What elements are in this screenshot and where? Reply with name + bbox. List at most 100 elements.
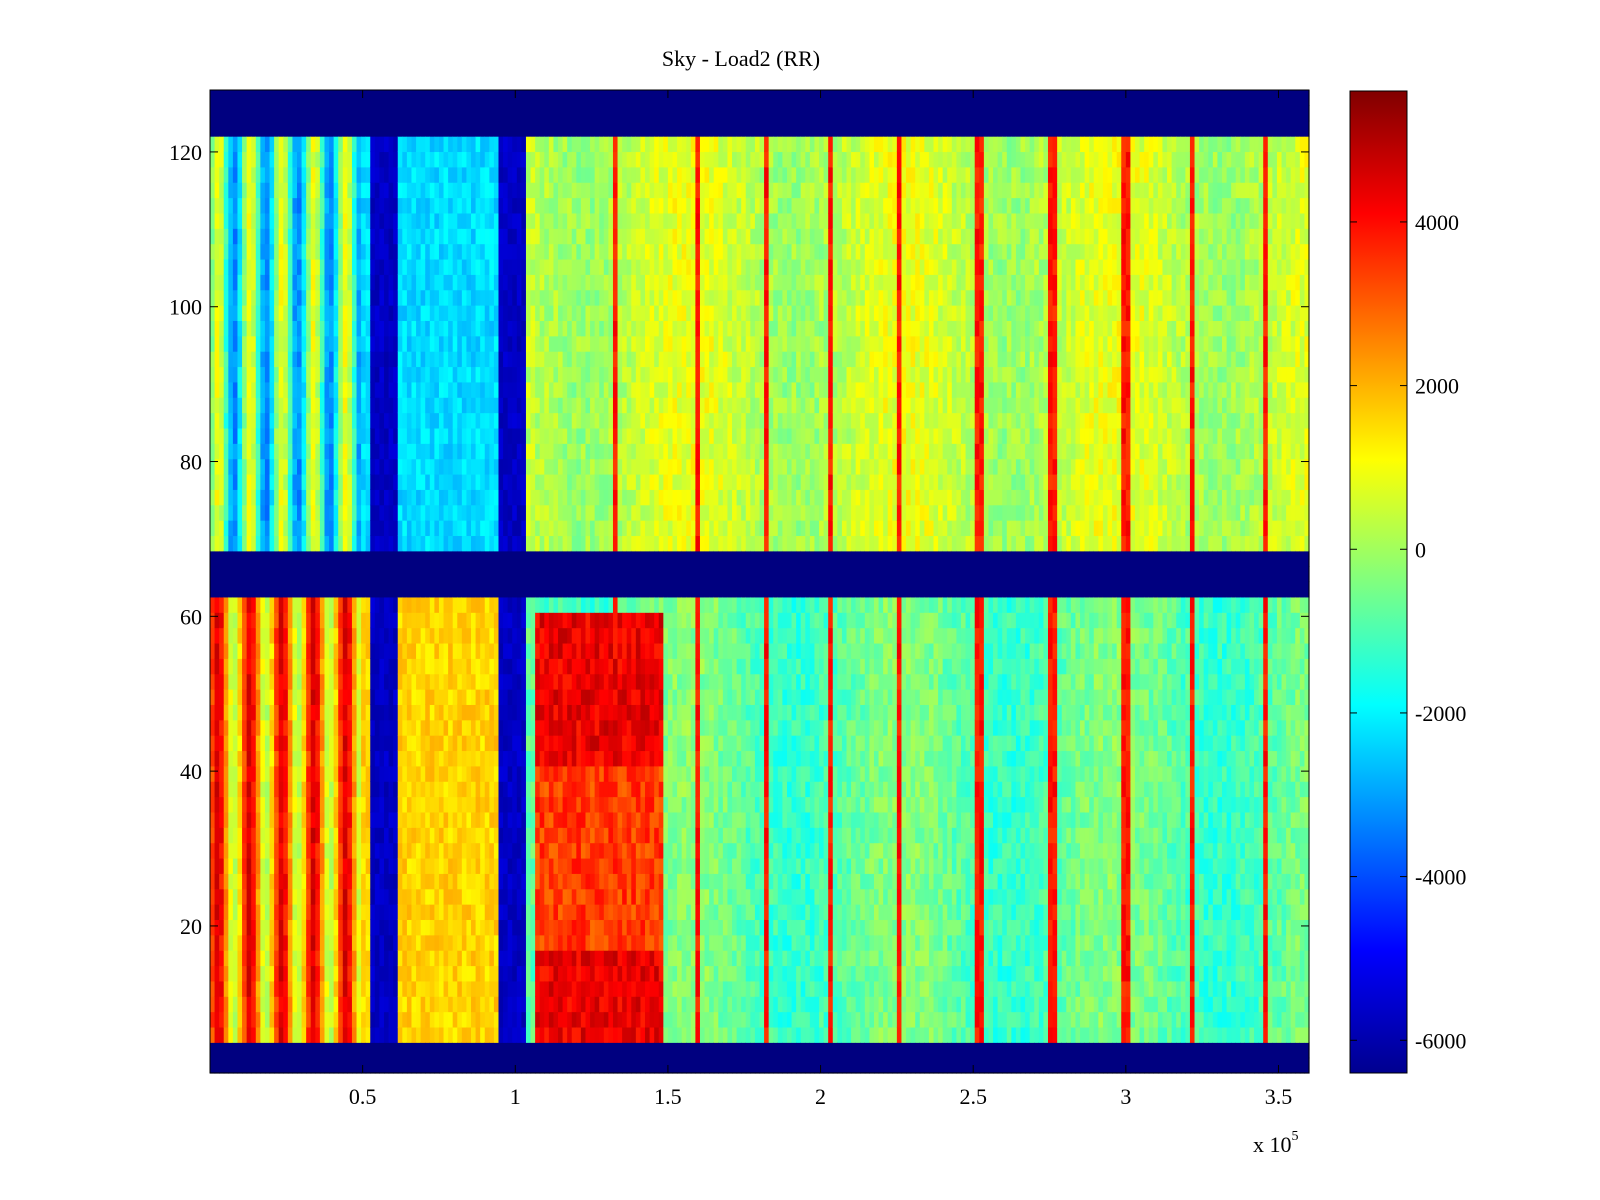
heatmap-cell xyxy=(448,919,454,936)
heatmap-cell xyxy=(525,504,532,521)
heatmap-cell xyxy=(278,1057,284,1074)
heatmap-cell xyxy=(493,550,500,567)
heatmap-cell xyxy=(443,888,449,905)
heatmap-cell xyxy=(406,904,413,921)
heatmap-cell xyxy=(420,166,426,183)
heatmap-cell xyxy=(237,366,243,383)
heatmap-cell xyxy=(562,581,568,598)
heatmap-cell xyxy=(512,335,518,352)
heatmap-cell xyxy=(535,351,541,368)
heatmap-cell xyxy=(374,412,381,429)
heatmap-cell xyxy=(452,412,458,429)
heatmap-cell xyxy=(498,1057,504,1074)
heatmap-cell xyxy=(232,289,239,306)
heatmap-cell xyxy=(388,781,394,798)
heatmap-cell xyxy=(525,120,532,137)
heatmap-cell xyxy=(237,489,243,506)
heatmap-cell xyxy=(232,397,239,414)
heatmap-cell xyxy=(315,965,321,982)
heatmap-cell xyxy=(553,289,559,306)
heatmap-cell xyxy=(558,489,564,506)
heatmap-cell xyxy=(452,105,458,122)
heatmap-cell xyxy=(484,581,490,598)
heatmap-cell xyxy=(521,1057,527,1074)
heatmap-cell xyxy=(223,566,229,583)
heatmap-cell xyxy=(480,136,486,153)
heatmap-cell xyxy=(525,458,532,475)
heatmap-cell xyxy=(274,857,280,874)
heatmap-cell xyxy=(214,258,220,275)
heatmap-cell xyxy=(361,1011,367,1028)
heatmap-cell xyxy=(393,873,399,890)
heatmap-cell xyxy=(301,366,307,383)
heatmap-cell xyxy=(416,612,422,629)
heatmap-cell xyxy=(429,473,435,490)
heatmap-cell xyxy=(269,289,275,306)
heatmap-cell xyxy=(351,473,358,490)
heatmap-cell xyxy=(452,642,458,659)
heatmap-cell xyxy=(397,427,403,444)
heatmap-cell xyxy=(493,658,500,675)
heatmap-cell xyxy=(489,689,495,705)
heatmap-cell xyxy=(489,581,495,598)
heatmap-cell xyxy=(457,305,463,321)
heatmap-cell xyxy=(406,581,413,598)
heatmap-cell xyxy=(319,397,326,414)
heatmap-cell xyxy=(338,1026,344,1043)
heatmap-cell xyxy=(384,735,390,752)
heatmap-cell xyxy=(457,381,463,398)
heatmap-cell xyxy=(475,1011,481,1028)
heatmap-cell xyxy=(457,627,463,644)
heatmap-cell xyxy=(530,750,536,767)
heatmap-cell xyxy=(319,274,326,291)
heatmap-cell xyxy=(287,996,294,1013)
heatmap-cell xyxy=(535,320,541,337)
heatmap-cell xyxy=(306,888,312,905)
heatmap-cell xyxy=(489,904,495,921)
heatmap-cell xyxy=(425,136,431,153)
heatmap-cell xyxy=(493,90,500,106)
heatmap-cell xyxy=(388,120,394,137)
heatmap-cell xyxy=(457,888,463,905)
heatmap-cell xyxy=(406,473,413,490)
heatmap-cell xyxy=(512,596,518,613)
heatmap-cell xyxy=(471,612,477,629)
heatmap-cell xyxy=(525,166,532,183)
heatmap-cell xyxy=(278,243,284,260)
heatmap-cell xyxy=(214,566,220,583)
heatmap-cell xyxy=(365,1057,371,1074)
heatmap-cell xyxy=(466,719,472,736)
heatmap-cell xyxy=(214,796,220,813)
heatmap-cell xyxy=(544,412,550,429)
heatmap-cell xyxy=(274,673,280,690)
heatmap-cell xyxy=(278,596,284,613)
heatmap-cell xyxy=(260,934,266,951)
heatmap-cell xyxy=(342,520,348,537)
heatmap-cell xyxy=(260,750,266,767)
heatmap-cell xyxy=(384,1026,390,1043)
heatmap-cell xyxy=(507,735,513,752)
heatmap-cell xyxy=(361,228,367,245)
heatmap-cell xyxy=(351,857,358,874)
heatmap-cell xyxy=(489,550,495,567)
heatmap-cell xyxy=(374,796,381,813)
heatmap-cell xyxy=(471,274,477,291)
heatmap-cell xyxy=(406,1042,413,1059)
heatmap-cell xyxy=(333,919,339,936)
heatmap-cell xyxy=(525,136,532,153)
heatmap-cell xyxy=(567,1057,573,1074)
heatmap-cell xyxy=(269,811,275,828)
heatmap-cell xyxy=(516,228,522,245)
heatmap-cell xyxy=(452,366,458,383)
heatmap-cell xyxy=(562,796,568,813)
heatmap-cell xyxy=(402,182,408,199)
heatmap-cell xyxy=(558,704,564,721)
heatmap-cell xyxy=(521,1026,527,1043)
heatmap-cell xyxy=(425,535,431,552)
heatmap-cell xyxy=(493,596,500,613)
heatmap-cell xyxy=(333,381,339,398)
heatmap-cell xyxy=(219,320,225,337)
heatmap-cell xyxy=(512,550,518,567)
heatmap-cell xyxy=(384,381,390,398)
heatmap-cell xyxy=(347,704,353,721)
